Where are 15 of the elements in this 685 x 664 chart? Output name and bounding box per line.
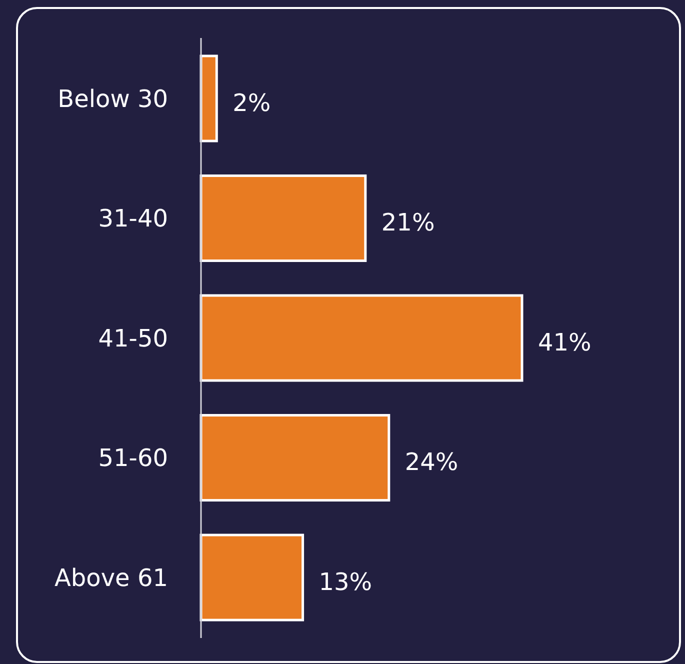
data-label: 24% xyxy=(404,448,458,476)
y-tick-label: Above 61 xyxy=(54,564,168,592)
bar xyxy=(200,174,367,262)
bar xyxy=(200,534,304,622)
data-label: 41% xyxy=(538,328,592,356)
y-tick-label: 41-50 xyxy=(98,324,168,352)
y-tick-label: 51-60 xyxy=(98,444,168,472)
data-label: 13% xyxy=(318,568,372,596)
y-tick-label: 31-40 xyxy=(98,204,168,233)
bar xyxy=(200,54,218,142)
y-tick-label: Below 30 xyxy=(58,84,168,113)
data-label: 21% xyxy=(381,208,435,237)
bar xyxy=(200,294,524,382)
bar xyxy=(200,414,390,502)
data-label: 2% xyxy=(232,88,271,117)
